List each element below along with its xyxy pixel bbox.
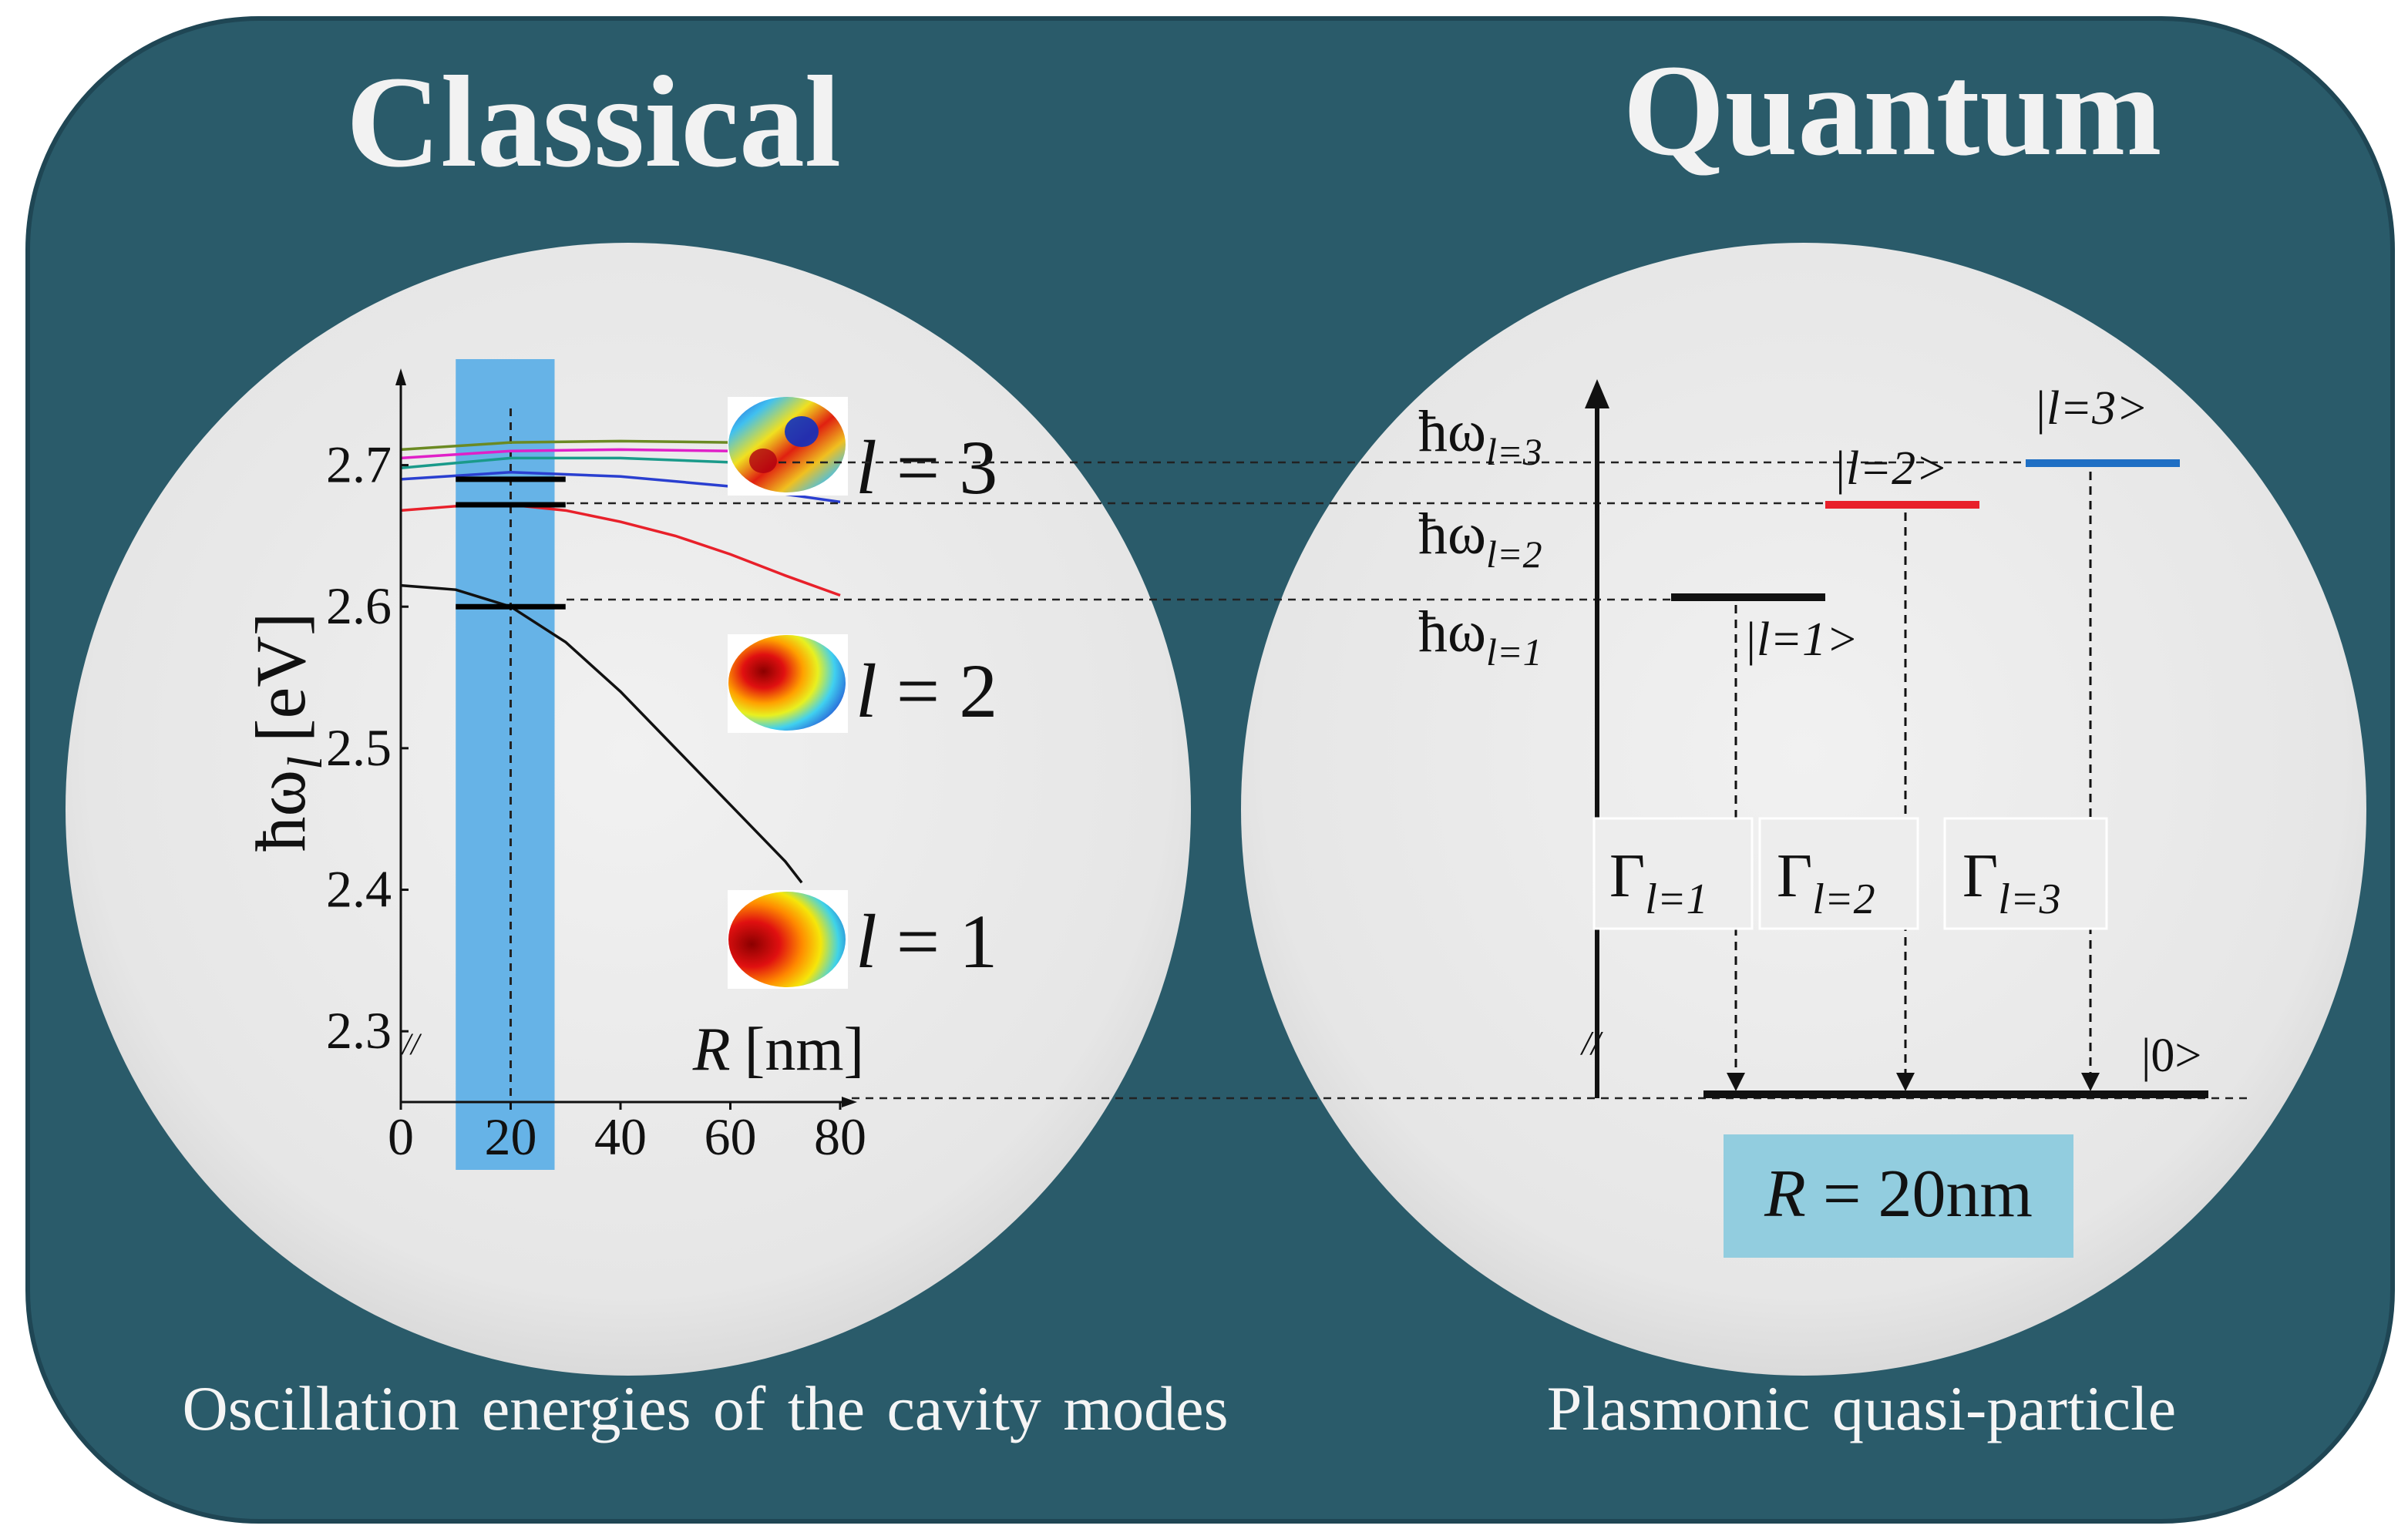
radius-box-value: = 20nm — [1806, 1157, 2033, 1232]
x-axis-arrowhead — [842, 1097, 857, 1107]
gamma-l3-symbol: Γ — [1962, 842, 1998, 910]
svg-text:ħωl[eV]: ħωl [eV] — [241, 613, 332, 852]
svg-text:Γl=1: Γl=1 — [1609, 842, 1708, 923]
energy-label-l2-symbol: ħω — [1418, 502, 1486, 566]
classical-title: Classical — [346, 49, 841, 194]
y-tick-label: 2.7 — [326, 435, 392, 494]
mode-label-l1-var: l — [856, 899, 877, 984]
mode-label-l3-var: l — [856, 425, 877, 510]
y-axis-label-symbol: ħω — [241, 770, 320, 852]
decay-arrowhead-l3 — [2081, 1073, 2100, 1091]
y-tick-label: 2.4 — [326, 860, 392, 919]
mode-label-l3-value: = 3 — [877, 425, 997, 510]
mode-label-l2-value: = 2 — [877, 648, 997, 734]
x-axis-label-unit: [nm] — [745, 1016, 865, 1084]
mode-label-l1-value: = 1 — [877, 899, 997, 984]
y-axis-label: ħωl [eV] — [241, 613, 332, 852]
y-axis-label-subscript: l — [277, 756, 332, 770]
state-label-l1: |l=1> — [1744, 613, 1858, 666]
gamma-box-l3: Γl=3 — [1943, 817, 2108, 930]
highlight-band — [456, 359, 555, 1170]
quantum-caption: Plasmonic quasi-particle — [1547, 1373, 2176, 1443]
mode-label-l1: l = 1 — [856, 899, 997, 984]
energy-label-l1-symbol: ħω — [1418, 600, 1486, 664]
y-tick-label: 2.5 — [326, 718, 392, 777]
x-tick-label: 40 — [594, 1107, 647, 1166]
decay-arrowhead-l1 — [1727, 1073, 1745, 1091]
decay-arrowhead-l2 — [1896, 1073, 1915, 1091]
svg-text:Γl=3: Γl=3 — [1962, 842, 2061, 923]
state-label-l3: |l=3> — [2033, 382, 2148, 435]
energy-axis-arrowhead — [1585, 379, 1609, 408]
quantum-title: Quantum — [1623, 38, 2161, 183]
svg-text:Γl=2: Γl=2 — [1777, 842, 1875, 923]
gamma-box-l1: Γl=1 — [1592, 817, 1754, 930]
gamma-l1-sub: l=1 — [1645, 875, 1707, 923]
mode-sphere-l3 — [728, 397, 848, 496]
mode-sphere-l2 — [728, 634, 848, 733]
mode-sphere-l1 — [728, 890, 848, 989]
energy-label-l3-sub: l=3 — [1486, 430, 1542, 473]
y-axis-arrowhead — [395, 368, 406, 385]
gamma-l2-sub: l=2 — [1812, 875, 1875, 923]
energy-axis-break-icon: // — [1579, 1024, 1603, 1062]
radius-box: R = 20nm — [1724, 1134, 2073, 1258]
energy-label-l2-sub: l=2 — [1486, 533, 1542, 576]
series-line-1 — [400, 583, 803, 884]
x-tick-label: 0 — [388, 1107, 414, 1166]
gamma-l3-sub: l=3 — [1998, 875, 2060, 923]
energy-label-l2: ħωl=2 — [1418, 502, 1542, 576]
gamma-l1-symbol: Γ — [1609, 842, 1645, 910]
radius-box-var: R — [1764, 1157, 1806, 1232]
energy-label-l3: ħωl=3 — [1418, 399, 1542, 473]
x-tick-label: 20 — [485, 1107, 537, 1166]
y-tick-label: 2.6 — [326, 576, 392, 635]
y-tick-label: 2.3 — [326, 1001, 392, 1060]
x-tick-label: 60 — [705, 1107, 757, 1166]
classical-disc — [66, 243, 1191, 1376]
x-axis-label: R [nm] — [692, 1016, 864, 1084]
x-tick-label: 80 — [814, 1107, 866, 1166]
mode-label-l3: l = 3 — [856, 425, 997, 510]
gamma-box-l2: Γl=2 — [1758, 817, 1919, 930]
mode-label-l2: l = 2 — [856, 648, 997, 734]
gamma-l2-symbol: Γ — [1777, 842, 1812, 910]
quantum-level-diagram: // ħωl=3 ħωl=2 ħωl=1 |l=3> |l=2> |l=1> |… — [1418, 379, 2208, 1258]
classical-caption: Oscillation energies of the cavity modes — [183, 1373, 1229, 1443]
x-axis-label-var: R — [692, 1016, 731, 1084]
energy-label-l1-sub: l=1 — [1486, 630, 1542, 674]
svg-text:R = 20nm: R = 20nm — [1764, 1157, 2033, 1232]
mode-label-l2-var: l — [856, 648, 877, 734]
energy-label-l1: ħωl=1 — [1418, 600, 1542, 674]
y-axis-label-unit: [eV] — [241, 613, 320, 743]
state-label-ground: |0> — [2141, 1030, 2201, 1082]
energy-label-l3-symbol: ħω — [1418, 399, 1486, 464]
state-label-l2: |l=2> — [1833, 442, 1948, 495]
y-axis-break-icon: // — [401, 1027, 422, 1061]
